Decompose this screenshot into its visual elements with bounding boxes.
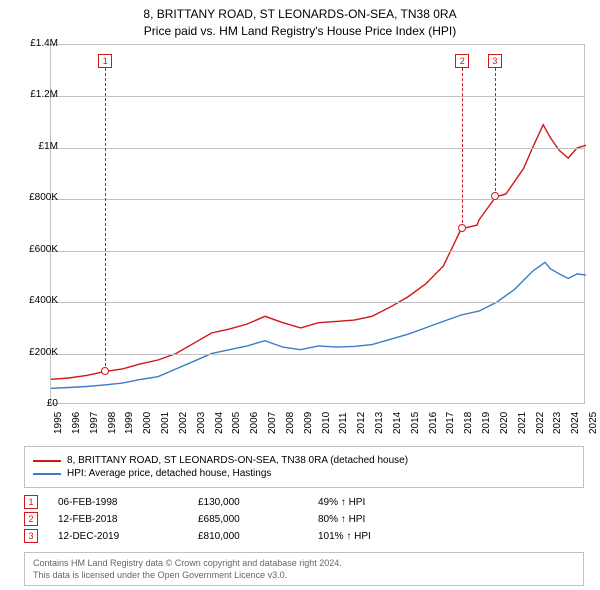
x-tick-label: 2020: [499, 412, 510, 434]
x-tick-label: 2025: [588, 412, 599, 434]
y-tick-label: £200K: [29, 347, 58, 358]
x-tick-label: 2019: [481, 412, 492, 434]
legend-item: HPI: Average price, detached house, Hast…: [33, 468, 575, 479]
x-tick-label: 1997: [89, 412, 100, 434]
x-tick-label: 2002: [178, 412, 189, 434]
sale-diff: 80% ↑ HPI: [318, 514, 458, 525]
x-tick-label: 2014: [392, 412, 403, 434]
x-tick-label: 2003: [196, 412, 207, 434]
x-tick-label: 2012: [356, 412, 367, 434]
y-tick-label: £0: [47, 398, 58, 409]
footer-line: This data is licensed under the Open Gov…: [33, 569, 575, 581]
x-tick-label: 2007: [267, 412, 278, 434]
sale-date: 06-FEB-1998: [58, 497, 198, 508]
x-tick-label: 2005: [231, 412, 242, 434]
x-tick-label: 2006: [249, 412, 260, 434]
x-tick-label: 2021: [517, 412, 528, 434]
x-tick-label: 2016: [428, 412, 439, 434]
sale-marker-box: 2: [455, 54, 469, 68]
legend: 8, BRITTANY ROAD, ST LEONARDS-ON-SEA, TN…: [24, 446, 584, 488]
x-tick-label: 2009: [303, 412, 314, 434]
sale-price: £130,000: [198, 497, 318, 508]
x-tick-label: 1998: [107, 412, 118, 434]
x-tick-label: 2015: [410, 412, 421, 434]
legend-label: HPI: Average price, detached house, Hast…: [67, 468, 271, 479]
sale-marker-dot: [101, 367, 109, 375]
sale-price: £810,000: [198, 531, 318, 542]
sale-row: 1 06-FEB-1998 £130,000 49% ↑ HPI: [24, 495, 584, 509]
sale-index-box: 3: [24, 529, 38, 543]
y-tick-label: £400K: [29, 295, 58, 306]
x-tick-label: 2018: [463, 412, 474, 434]
y-tick-label: £1M: [39, 141, 58, 152]
y-tick-label: £800K: [29, 192, 58, 203]
title-line-2: Price paid vs. HM Land Registry's House …: [0, 23, 600, 40]
y-tick-label: £600K: [29, 244, 58, 255]
legend-swatch: [33, 460, 61, 462]
sale-marker-box: 3: [488, 54, 502, 68]
x-tick-label: 2024: [570, 412, 581, 434]
sales-table: 1 06-FEB-1998 £130,000 49% ↑ HPI 2 12-FE…: [24, 492, 584, 546]
chart-plot-area: [50, 44, 585, 404]
sale-date: 12-DEC-2019: [58, 531, 198, 542]
x-tick-label: 1995: [53, 412, 64, 434]
x-tick-label: 2017: [445, 412, 456, 434]
y-tick-label: £1.2M: [30, 89, 58, 100]
x-tick-label: 2001: [160, 412, 171, 434]
sale-index-box: 2: [24, 512, 38, 526]
footer-attrib: Contains HM Land Registry data © Crown c…: [24, 552, 584, 586]
sale-date: 12-FEB-2018: [58, 514, 198, 525]
sale-row: 3 12-DEC-2019 £810,000 101% ↑ HPI: [24, 529, 584, 543]
legend-swatch: [33, 473, 61, 475]
x-tick-label: 2023: [552, 412, 563, 434]
sale-marker-dot: [491, 192, 499, 200]
footer-line: Contains HM Land Registry data © Crown c…: [33, 557, 575, 569]
x-tick-label: 2000: [142, 412, 153, 434]
sale-diff: 101% ↑ HPI: [318, 531, 458, 542]
line-series-svg: [51, 45, 586, 405]
title-line-1: 8, BRITTANY ROAD, ST LEONARDS-ON-SEA, TN…: [0, 6, 600, 23]
legend-item: 8, BRITTANY ROAD, ST LEONARDS-ON-SEA, TN…: [33, 455, 575, 466]
sale-price: £685,000: [198, 514, 318, 525]
x-tick-label: 2004: [214, 412, 225, 434]
chart-title-block: 8, BRITTANY ROAD, ST LEONARDS-ON-SEA, TN…: [0, 0, 600, 40]
sale-diff: 49% ↑ HPI: [318, 497, 458, 508]
x-tick-label: 2022: [535, 412, 546, 434]
x-tick-label: 2010: [321, 412, 332, 434]
sale-marker-box: 1: [98, 54, 112, 68]
legend-label: 8, BRITTANY ROAD, ST LEONARDS-ON-SEA, TN…: [67, 455, 408, 466]
y-tick-label: £1.4M: [30, 38, 58, 49]
x-tick-label: 2013: [374, 412, 385, 434]
sale-index-box: 1: [24, 495, 38, 509]
x-tick-label: 2008: [285, 412, 296, 434]
x-tick-label: 2011: [338, 412, 349, 434]
x-tick-label: 1996: [71, 412, 82, 434]
sale-row: 2 12-FEB-2018 £685,000 80% ↑ HPI: [24, 512, 584, 526]
x-tick-label: 1999: [124, 412, 135, 434]
